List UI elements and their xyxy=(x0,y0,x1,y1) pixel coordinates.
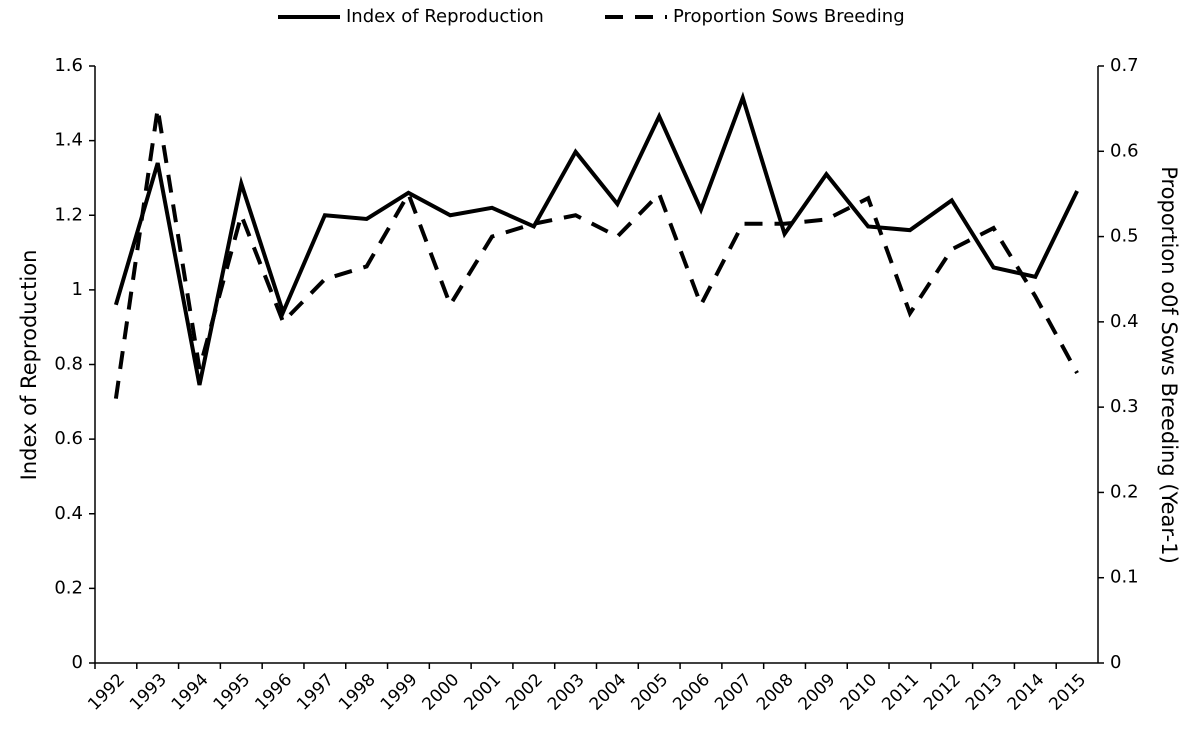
y2-tick-label: 0.5 xyxy=(1110,226,1139,247)
x-tick-label: 2000 xyxy=(419,670,464,715)
y-tick-label: 1 xyxy=(72,279,83,300)
y-tick-label: 1.4 xyxy=(54,130,83,151)
x-tick-label: 2015 xyxy=(1045,670,1090,715)
x-tick-label: 2006 xyxy=(669,670,714,715)
x-tick-label: 1993 xyxy=(126,670,171,715)
y2-axis-title: Proportion o0f Sows Breeding (Year-1) xyxy=(1157,166,1181,564)
line-series xyxy=(113,108,1079,399)
legend-label: Proportion Sows Breeding xyxy=(673,6,905,27)
x-tick-label: 2012 xyxy=(920,670,965,715)
y-tick-label: 0.4 xyxy=(54,503,83,524)
x-tick-label: 1999 xyxy=(377,670,422,715)
y-tick-label: 1.2 xyxy=(54,204,83,225)
y-tick-label: 0.6 xyxy=(54,428,83,449)
y-axis-title: Index of Reproduction xyxy=(17,250,41,481)
y-tick-label: 0.2 xyxy=(54,577,83,598)
y-tick-label: 1.6 xyxy=(54,55,83,76)
y2-tick-label: 0 xyxy=(1110,652,1121,673)
x-tick-label: 1992 xyxy=(84,670,129,715)
x-tick-label: 2003 xyxy=(544,670,589,715)
y-tick-label: 0.8 xyxy=(54,354,83,375)
x-tick-label: 2008 xyxy=(753,670,798,715)
x-tick-label: 2005 xyxy=(628,670,673,715)
x-tick-label: 2009 xyxy=(795,670,840,715)
x-tick-label: 2001 xyxy=(460,670,505,715)
y2-tick-label: 0.1 xyxy=(1110,567,1139,588)
x-tick-label: 2011 xyxy=(878,670,923,715)
y2-tick-label: 0.4 xyxy=(1110,311,1139,332)
x-tick-label: 1994 xyxy=(168,670,213,715)
x-tick-label: 2013 xyxy=(962,670,1007,715)
legend-label: Index of Reproduction xyxy=(346,6,544,27)
x-tick-label: 1998 xyxy=(335,670,380,715)
x-tick-label: 1995 xyxy=(210,670,255,715)
x-tick-label: 1997 xyxy=(293,670,338,715)
x-tick-label: 2004 xyxy=(586,670,631,715)
y-tick-label: 0 xyxy=(72,652,83,673)
y2-tick-label: 0.7 xyxy=(1110,55,1139,76)
x-tick-label: 2007 xyxy=(711,670,756,715)
line-series xyxy=(113,91,1079,386)
x-tick-label: 2002 xyxy=(502,670,547,715)
y2-tick-label: 0.6 xyxy=(1110,140,1139,161)
y2-tick-label: 0.2 xyxy=(1110,481,1139,502)
x-tick-label: 2014 xyxy=(1004,670,1049,715)
y2-tick-label: 0.3 xyxy=(1110,396,1139,417)
x-tick-label: 2010 xyxy=(836,670,881,715)
x-tick-label: 1996 xyxy=(251,670,296,715)
